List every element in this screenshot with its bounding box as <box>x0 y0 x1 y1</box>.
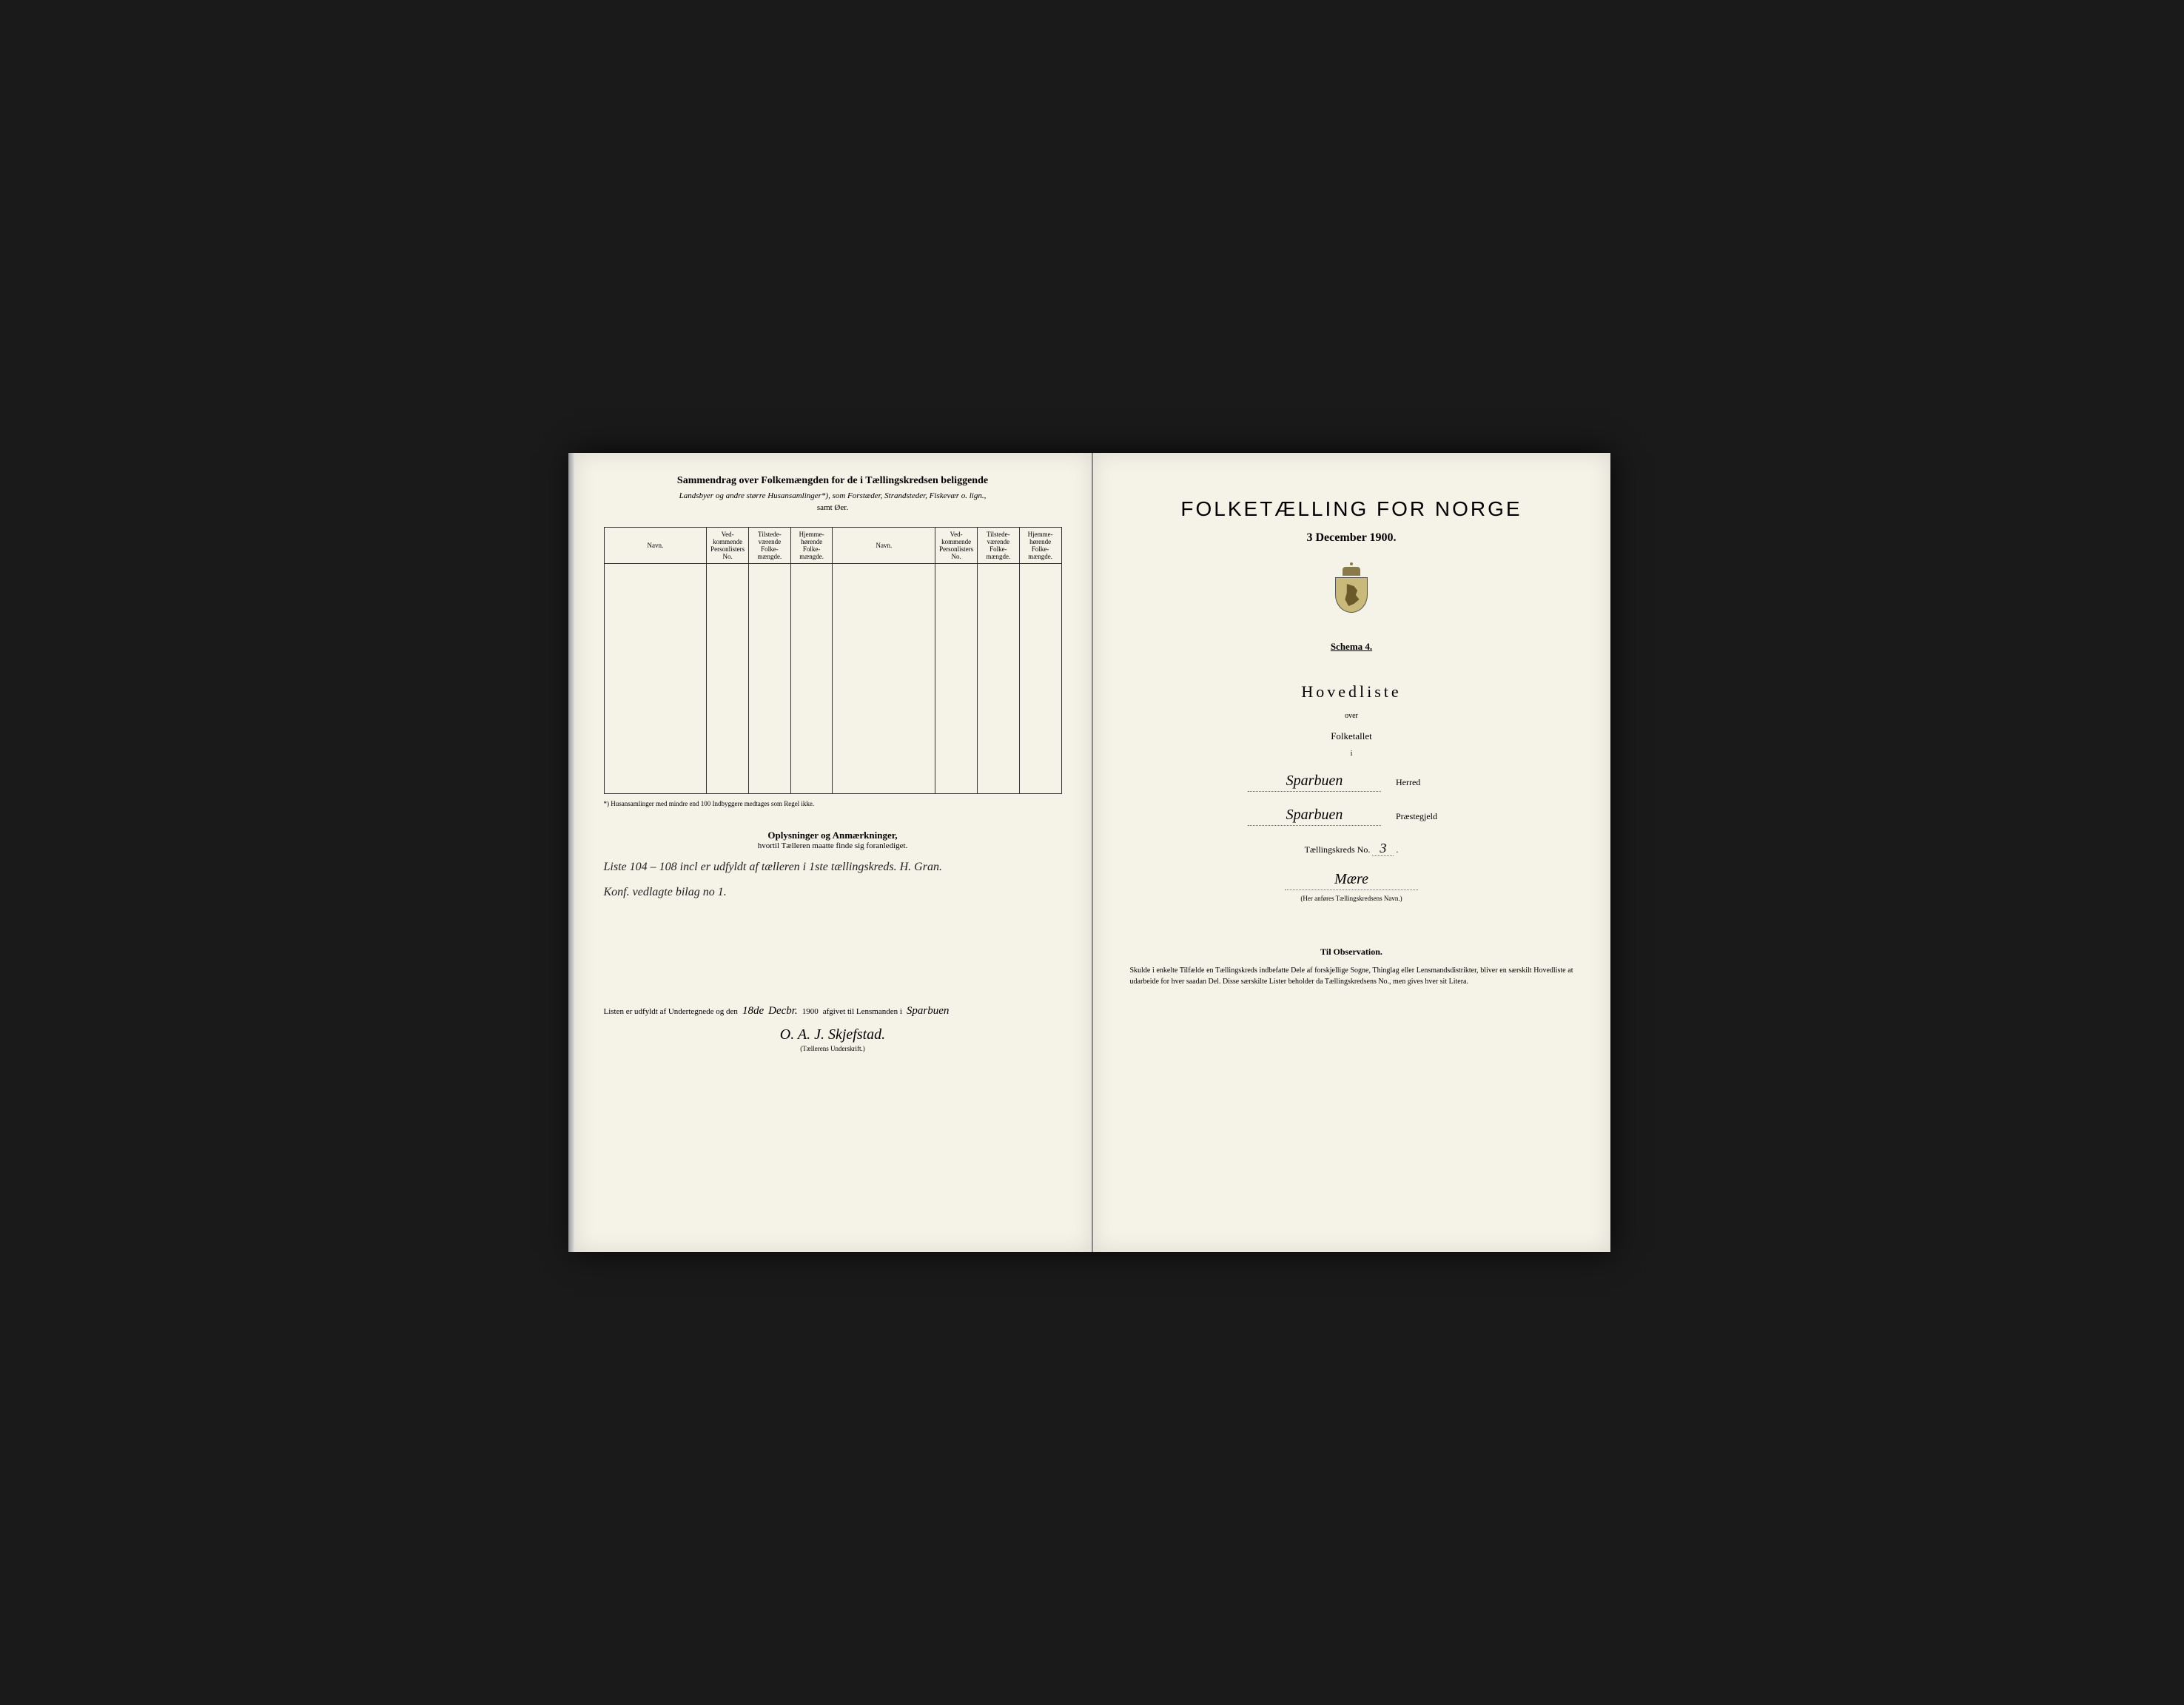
kreds-label: Tællingskreds No. <box>1305 844 1371 855</box>
census-date: 3 December 1900. <box>1123 531 1581 545</box>
prestegjeld-label: Præstegjeld <box>1396 811 1455 822</box>
kreds-period: . <box>1396 844 1398 855</box>
sig-year: 1900 <box>802 1007 819 1016</box>
remarks-subtitle: hvortil Tælleren maatte finde sig foranl… <box>604 841 1062 850</box>
remarks-section: Oplysninger og Anmærkninger, hvortil Tæl… <box>604 830 1062 901</box>
kreds-row: Tællingskreds No. 3 . <box>1123 841 1581 856</box>
lion-icon <box>1343 584 1361 606</box>
herred-label: Herred <box>1396 777 1455 788</box>
col-hjemme-2: Hjemme- hørende Folke- mængde. <box>1019 528 1061 564</box>
col-hjemme-1: Hjemme- hørende Folke- mængde. <box>790 528 833 564</box>
signature-section: Listen er udfyldt af Undertegnede og den… <box>604 1005 1062 1052</box>
summary-subtitle-1: Landsbyer og andre større Husansamlinger… <box>604 491 1062 500</box>
signature-caption: (Tællerens Underskrift.) <box>604 1045 1062 1052</box>
crown-icon <box>1343 567 1360 576</box>
footnote: *) Husansamlinger med mindre end 100 Ind… <box>604 800 1062 807</box>
observation-text: Skulde i enkelte Tilfælde en Tællingskre… <box>1123 965 1581 987</box>
i-label: i <box>1123 750 1581 758</box>
prestegjeld-value: Sparbuen <box>1248 807 1381 826</box>
sig-prefix: Listen er udfyldt af Undertegnede og den <box>604 1007 738 1016</box>
table-bottom-border <box>604 793 1062 794</box>
col-tilstede-1: Tilstede- værende Folke- mængde. <box>748 528 790 564</box>
col-vedkommende-2: Ved- kommende Personlisters No. <box>935 528 978 564</box>
kreds-caption: (Her anføres Tællingskredsens Navn.) <box>1123 895 1581 902</box>
right-page: FOLKETÆLLING FOR NORGE 3 December 1900. … <box>1092 453 1610 1252</box>
sig-day: 18de <box>742 1005 764 1018</box>
folketallet-label: Folketallet <box>1123 730 1581 742</box>
observation-title: Til Observation. <box>1123 946 1581 958</box>
handwritten-note-1: Liste 104 – 108 incl er udfyldt af tælle… <box>604 858 1062 877</box>
shield-icon <box>1335 577 1368 613</box>
col-vedkommende-1: Ved- kommende Personlisters No. <box>707 528 749 564</box>
signature-line: Listen er udfyldt af Undertegnede og den… <box>604 1005 1062 1018</box>
col-navn-1: Navn. <box>604 528 707 564</box>
prestegjeld-row: Sparbuen Præstegjeld <box>1123 807 1581 826</box>
herred-value: Sparbuen <box>1248 773 1381 792</box>
main-title: FOLKETÆLLING FOR NORGE <box>1123 497 1581 521</box>
sig-mid: afgivet til Lensmanden i <box>823 1007 902 1016</box>
title-page-content: FOLKETÆLLING FOR NORGE 3 December 1900. … <box>1123 475 1581 987</box>
col-tilstede-2: Tilstede- værende Folke- mængde. <box>977 528 1019 564</box>
signature-name: O. A. J. Skjefstad. <box>604 1026 1062 1043</box>
summary-title: Sammendrag over Folkemængden for de i Tæ… <box>604 475 1062 487</box>
page-edge <box>568 453 574 1252</box>
schema-label: Schema 4. <box>1123 641 1581 653</box>
left-header: Sammendrag over Folkemængden for de i Tæ… <box>604 475 1062 512</box>
summary-table: Navn. Ved- kommende Personlisters No. Ti… <box>604 527 1062 793</box>
document-spread: Sammendrag over Folkemængden for de i Tæ… <box>574 453 1610 1252</box>
coat-of-arms-icon <box>1333 567 1370 611</box>
sig-month: Decbr. <box>768 1005 798 1018</box>
hovedliste-title: Hovedliste <box>1123 682 1581 702</box>
sig-place: Sparbuen <box>907 1005 950 1018</box>
kreds-name-row: Mære <box>1123 871 1581 890</box>
herred-row: Sparbuen Herred <box>1123 773 1581 792</box>
over-label: over <box>1123 712 1581 720</box>
remarks-title: Oplysninger og Anmærkninger, <box>604 830 1062 841</box>
table-row <box>604 564 1061 794</box>
kreds-name: Mære <box>1285 871 1418 890</box>
col-navn-2: Navn. <box>833 528 935 564</box>
left-page: Sammendrag over Folkemængden for de i Tæ… <box>574 453 1092 1252</box>
summary-subtitle-2: samt Øer. <box>604 503 1062 512</box>
handwritten-note-2: Konf. vedlagte bilag no 1. <box>604 883 1062 902</box>
kreds-number: 3 <box>1372 841 1394 856</box>
